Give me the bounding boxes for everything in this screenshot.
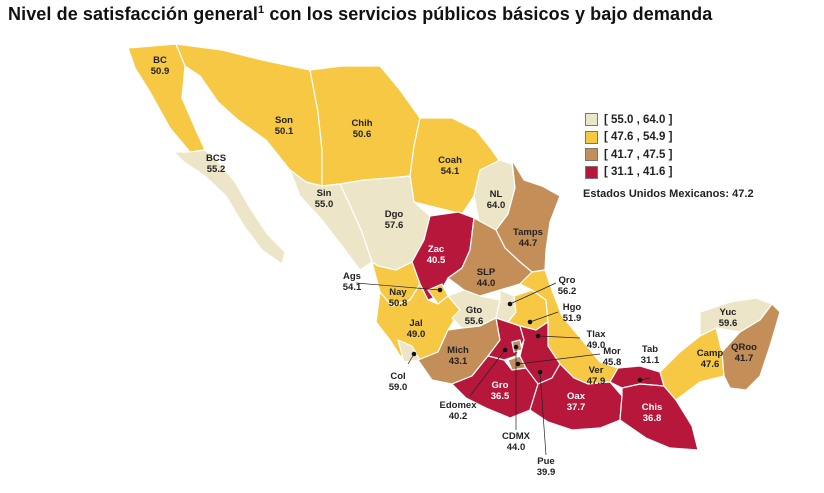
state-label-zac: Zac 40.5: [426, 244, 446, 266]
state-label-qroo: QRoo 41.7: [731, 342, 757, 364]
state-label-nay: Nay 50.8: [388, 287, 408, 309]
state-label-col: Col 59.0: [388, 371, 408, 393]
leader-line-mor: [517, 353, 601, 365]
leader-line-ags: [355, 282, 441, 291]
legend-item: [ 41.7 , 47.5 ]: [585, 146, 672, 164]
state-label-slp: SLP 44.0: [476, 267, 496, 289]
dot-col: [411, 351, 417, 357]
state-bcs: [173, 149, 286, 265]
state-label-tab: Tab 31.1: [640, 344, 660, 366]
dot-hgo: [527, 319, 533, 325]
leader-line-edomex: [469, 349, 506, 397]
state-label-hgo: Hgo 51.9: [562, 302, 582, 324]
state-label-cdmx: CDMX 44.0: [502, 431, 530, 453]
state-label-dgo: Dgo 57.6: [384, 209, 404, 231]
leader-line-pue: [539, 371, 547, 456]
legend-swatch: [585, 165, 598, 179]
state-label-gro: Gro 36.5: [490, 380, 510, 402]
state-label-bc: BC 50.9: [150, 55, 170, 77]
dot-tlax: [535, 333, 541, 339]
state-label-jal: Jal 49.0: [406, 318, 426, 340]
dot-cdmx: [513, 344, 519, 350]
legend-swatch: [585, 130, 598, 144]
state-label-yuc: Yuc 59.6: [718, 307, 738, 329]
legend-swatch: [585, 148, 598, 162]
leader-line-qro: [509, 282, 557, 305]
state-label-sin: Sin 55.0: [314, 188, 334, 210]
state-label-chih: Chih 50.6: [351, 118, 373, 140]
state-label-nl: NL 64.0: [486, 189, 506, 211]
state-label-camp: Camp 47.6: [696, 348, 724, 370]
state-label-mor: Mor 45.8: [602, 346, 622, 368]
dot-pue: [537, 369, 543, 375]
state-label-son: Son 50.1: [274, 115, 294, 137]
dot-ags: [437, 287, 443, 293]
state-qroo: [721, 303, 781, 391]
legend-item: [ 31.1 , 41.6 ]: [585, 164, 672, 182]
state-label-tamps: Tamps 44.7: [513, 227, 543, 249]
state-label-coah: Coah 54.1: [438, 155, 462, 177]
map-title: Nivel de satisfacción general1 con los s…: [8, 4, 713, 24]
leader-line-tlax: [537, 335, 581, 339]
state-label-qro: Qro 56.2: [557, 275, 577, 297]
map-legend: [ 55.0 , 64.0 ] [ 47.6 , 54.9 ] [ 41.7 ,…: [585, 111, 672, 181]
dot-tab: [637, 377, 643, 383]
state-chis: [619, 383, 699, 451]
national-average: Estados Unidos Mexicanos: 47.2: [583, 188, 754, 200]
state-label-mich: Mich 43.1: [447, 345, 469, 367]
dot-qro: [507, 301, 513, 307]
legend-item: [ 55.0 , 64.0 ]: [585, 111, 672, 129]
state-gro: [451, 355, 539, 419]
legend-item: [ 47.6 , 54.9 ]: [585, 129, 672, 147]
state-label-oax: Oax 37.7: [566, 391, 586, 413]
state-label-ver: Ver 47.9: [586, 365, 606, 387]
state-label-chis: Chis 36.8: [641, 402, 663, 424]
legend-swatch: [585, 113, 598, 127]
leader-line-hgo: [529, 311, 559, 323]
dot-mor: [515, 361, 521, 367]
state-label-tlax: Tlax 49.0: [586, 329, 606, 351]
state-label-ags: Ags 54.1: [342, 271, 362, 293]
state-label-edomex: Edomex 40.2: [439, 400, 477, 422]
state-label-gto: Gto 55.6: [464, 305, 484, 327]
state-label-bcs: BCS 55.2: [205, 153, 227, 175]
dot-edomex: [502, 347, 508, 353]
state-label-pue: Pue 39.9: [536, 456, 556, 478]
